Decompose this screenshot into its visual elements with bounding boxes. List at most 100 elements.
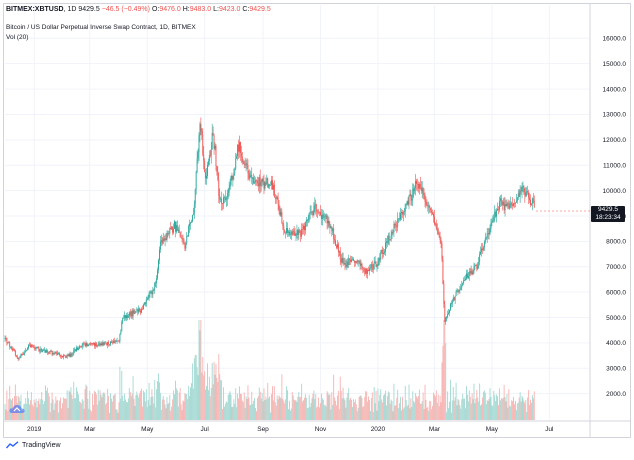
volume-bar <box>502 397 504 420</box>
candle-body <box>6 338 8 343</box>
volume-bar <box>295 400 297 420</box>
volume-bar <box>368 396 369 420</box>
candle-body <box>76 347 78 352</box>
candle-body <box>88 344 90 346</box>
candle-body <box>431 210 433 213</box>
volume-bar <box>26 403 28 420</box>
volume-bar <box>514 400 516 420</box>
cloud-icon[interactable] <box>8 403 26 415</box>
volume-bar <box>192 388 194 420</box>
volume-bar <box>464 398 466 420</box>
candle-body <box>300 231 302 237</box>
volume-bar <box>78 401 80 420</box>
candle-body <box>31 344 33 346</box>
candle-body <box>197 152 199 159</box>
volume-bar <box>304 394 306 420</box>
candle-body <box>507 203 509 205</box>
candle-body <box>330 226 332 228</box>
candle-body <box>139 308 141 311</box>
candle-body <box>110 341 112 343</box>
candle-body <box>319 211 320 213</box>
candle-body <box>266 178 268 184</box>
volume-bar <box>311 398 313 420</box>
volume-bar <box>459 405 461 420</box>
volume-bar <box>498 388 500 420</box>
candle-body <box>379 258 381 260</box>
y-tick-label: 4000.0 <box>606 340 626 347</box>
candle-body <box>412 188 414 200</box>
volume-bar <box>109 412 110 420</box>
volume-bar <box>524 403 526 420</box>
volume-bar <box>415 393 417 420</box>
candle-body <box>193 204 195 215</box>
candle-body <box>304 225 305 231</box>
volume-bar <box>434 396 436 420</box>
volume-bar <box>259 391 261 420</box>
volume-bar <box>137 394 139 420</box>
volume-bar <box>254 398 256 420</box>
volume-bar <box>278 395 280 420</box>
volume-bar <box>42 399 44 420</box>
volume-bar <box>257 395 259 420</box>
symbol-name[interactable]: BITMEX:XBTUSD <box>6 6 64 13</box>
volume-bar <box>117 412 119 420</box>
y-tick-label: 11000.0 <box>603 163 626 170</box>
volume-bar <box>208 376 210 420</box>
volume-bar <box>133 398 135 420</box>
candle-body <box>87 345 89 346</box>
y-tick-label: 5000.0 <box>606 315 626 322</box>
volume-bar <box>129 391 131 420</box>
candle-body <box>34 347 36 349</box>
candle-body <box>238 144 240 152</box>
volume-bar <box>533 391 535 420</box>
volume-bar <box>489 388 491 420</box>
candle-body <box>239 142 240 152</box>
volume-bar <box>100 394 102 420</box>
volume-bar <box>529 404 531 420</box>
candle-body <box>82 343 84 346</box>
candle-body <box>194 189 196 205</box>
volume-bar <box>341 398 343 420</box>
candle-body <box>246 163 248 166</box>
candle-body <box>439 236 441 241</box>
candle-body <box>268 184 270 188</box>
volume-bar <box>113 394 115 420</box>
volume-bar <box>319 407 320 420</box>
volume-bar <box>29 400 31 420</box>
candle-body <box>203 154 205 161</box>
volume-bar <box>376 410 378 420</box>
volume-indicator-label[interactable]: Vol (20) <box>6 34 29 41</box>
candle-body <box>357 260 359 263</box>
volume-bar <box>521 395 523 420</box>
candle-body <box>267 178 269 188</box>
volume-bar <box>84 389 86 420</box>
brand-name[interactable]: TradingView <box>22 441 61 449</box>
candle-body <box>433 214 434 217</box>
price-chart[interactable]: 16000.0 15000.0 14000.0 13000.0 12000.0 11000… <box>0 0 634 440</box>
volume-bar <box>239 393 241 420</box>
time-axis[interactable]: 2019 Mar May Jul Sep Nov 2020 Mar May Jul <box>27 426 554 433</box>
candle-body <box>204 160 206 173</box>
candle-body <box>510 202 512 207</box>
volume-bar <box>14 384 16 420</box>
candle-body <box>191 214 193 222</box>
volume-bar <box>179 387 181 420</box>
volume-bar <box>321 398 323 420</box>
candle-body <box>454 296 456 301</box>
candle-body <box>382 249 384 255</box>
candle-body <box>425 201 427 205</box>
volume-bar <box>232 406 234 420</box>
volume-bar <box>148 382 150 420</box>
volume-bar <box>423 409 425 420</box>
volume-bar <box>222 409 223 420</box>
candle-body <box>25 350 27 352</box>
volume-bar <box>86 386 88 420</box>
volume-bar <box>509 405 511 420</box>
x-tick-label: Jul <box>200 426 209 433</box>
candle-body <box>525 191 527 196</box>
candle-body <box>380 252 382 260</box>
candle-body <box>506 203 508 207</box>
volume-bar <box>183 401 185 420</box>
interval-label[interactable]: 1D <box>67 6 77 13</box>
volume-bar <box>55 396 57 420</box>
